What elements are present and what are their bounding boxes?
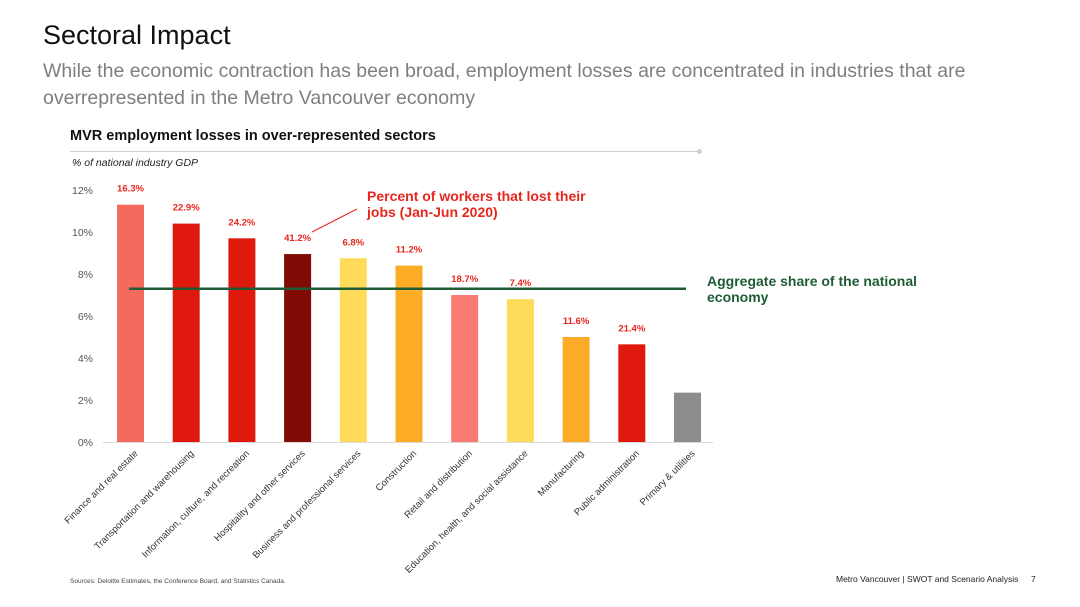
chart-title: MVR employment losses in over-represente…: [70, 128, 436, 144]
y-tick-label: 10%: [72, 227, 93, 239]
y-tick-label: 2%: [78, 395, 93, 407]
slide-title: Sectoral Impact: [43, 20, 231, 50]
x-tick-label: Primary & utilities: [638, 448, 698, 508]
y-tick-label: 12%: [72, 185, 93, 197]
data-label: 41.2%: [284, 233, 311, 244]
bar: [117, 204, 144, 442]
bar: [228, 238, 256, 442]
callout-aggregate-share: Aggregate share of the national economy: [707, 273, 918, 305]
data-label: 11.2%: [396, 245, 423, 256]
footer-text: Metro Vancouver | SWOT and Scenario Anal…: [836, 574, 1019, 584]
data-label: 22.9%: [173, 203, 200, 214]
bar: [451, 295, 479, 442]
x-tick-label: Education, health, and social assistance: [403, 448, 530, 575]
bar: [172, 223, 200, 442]
data-label: 18.7%: [451, 274, 478, 285]
source-note: Sources: Deloitte Estimates, the Confere…: [70, 578, 286, 585]
bar: [618, 344, 646, 442]
data-label: 24.2%: [228, 217, 255, 228]
slide-subtitle: While the economic contraction has been …: [43, 60, 966, 109]
bar: [674, 392, 701, 442]
chart-title-rule-dot: [697, 149, 702, 154]
y-tick-label: 4%: [78, 353, 93, 365]
x-tick-label: Manufacturing: [536, 448, 586, 498]
x-tick-label: Hospitality and other services: [212, 448, 308, 544]
data-label: 7.4%: [510, 278, 532, 289]
data-label: 11.6%: [563, 316, 590, 327]
page-number: 7: [1031, 574, 1036, 584]
annotation-leader-line: [311, 208, 358, 233]
data-label: 16.3%: [117, 184, 144, 195]
bar: [562, 337, 590, 442]
callout-workers-lost-jobs: Percent of workers that lost their jobs …: [367, 188, 586, 220]
data-label: 6.8%: [342, 237, 364, 248]
bar: [339, 258, 367, 442]
y-tick-label: 8%: [78, 269, 93, 281]
bar: [506, 299, 534, 442]
x-tick-label: Information, culture, and recreation: [140, 448, 252, 560]
bar: [395, 265, 423, 442]
chart-title-rule: [70, 151, 700, 152]
x-tick-label: Business and professional services: [251, 448, 364, 561]
bar: [284, 254, 312, 442]
y-axis-unit-label: % of national industry GDP: [72, 157, 199, 169]
data-label: 21.4%: [618, 323, 645, 334]
x-tick-label: Transportation and warehousing: [92, 448, 196, 552]
x-tick-label: Construction: [374, 448, 419, 493]
y-tick-label: 6%: [78, 311, 93, 323]
y-tick-label: 0%: [78, 437, 93, 449]
